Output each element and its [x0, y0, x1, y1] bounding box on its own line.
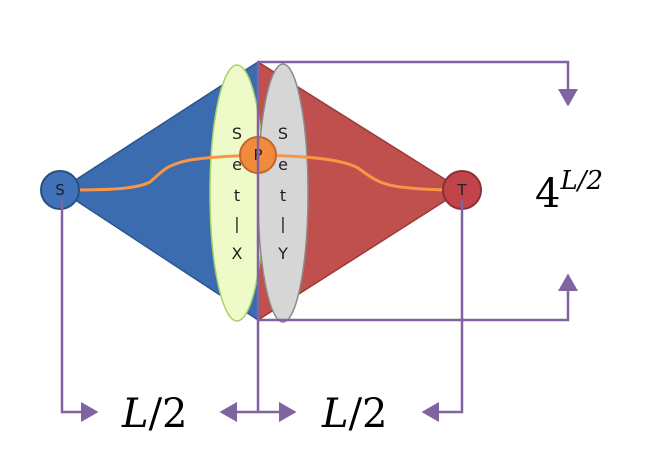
- path-s-to-p: [59, 153, 259, 192]
- set-y-letter: |: [280, 214, 285, 233]
- set-y-letter: e: [278, 155, 288, 174]
- height-bracket-top: [258, 60, 578, 107]
- set-x-label: S e t | X: [232, 124, 243, 263]
- right-half-label: L/2: [321, 391, 388, 437]
- set-y-letter: t: [280, 186, 286, 205]
- set-x-letter: e: [232, 155, 242, 174]
- set-x-letter: t: [234, 186, 240, 205]
- height-bracket: [258, 60, 578, 322]
- set-x-letter: |: [234, 214, 239, 233]
- set-y-letter: Y: [277, 244, 288, 263]
- set-x-letter: S: [232, 124, 242, 143]
- node-s: S: [40, 170, 80, 210]
- set-x-letter: X: [232, 244, 243, 263]
- height-bracket-bottom: [258, 273, 578, 322]
- left-width-bracket: [60, 200, 99, 422]
- left-half-label: L/2: [121, 391, 188, 437]
- height-label: 4L/2: [535, 166, 603, 217]
- node-s-label: S: [55, 181, 65, 199]
- right-width-bracket: [421, 200, 464, 422]
- set-y-letter: S: [278, 124, 288, 143]
- set-y-label: S e t | Y: [277, 124, 288, 263]
- node-t-label: T: [456, 181, 467, 199]
- width-brackets: [60, 62, 464, 422]
- path-p-to-t: [257, 153, 463, 192]
